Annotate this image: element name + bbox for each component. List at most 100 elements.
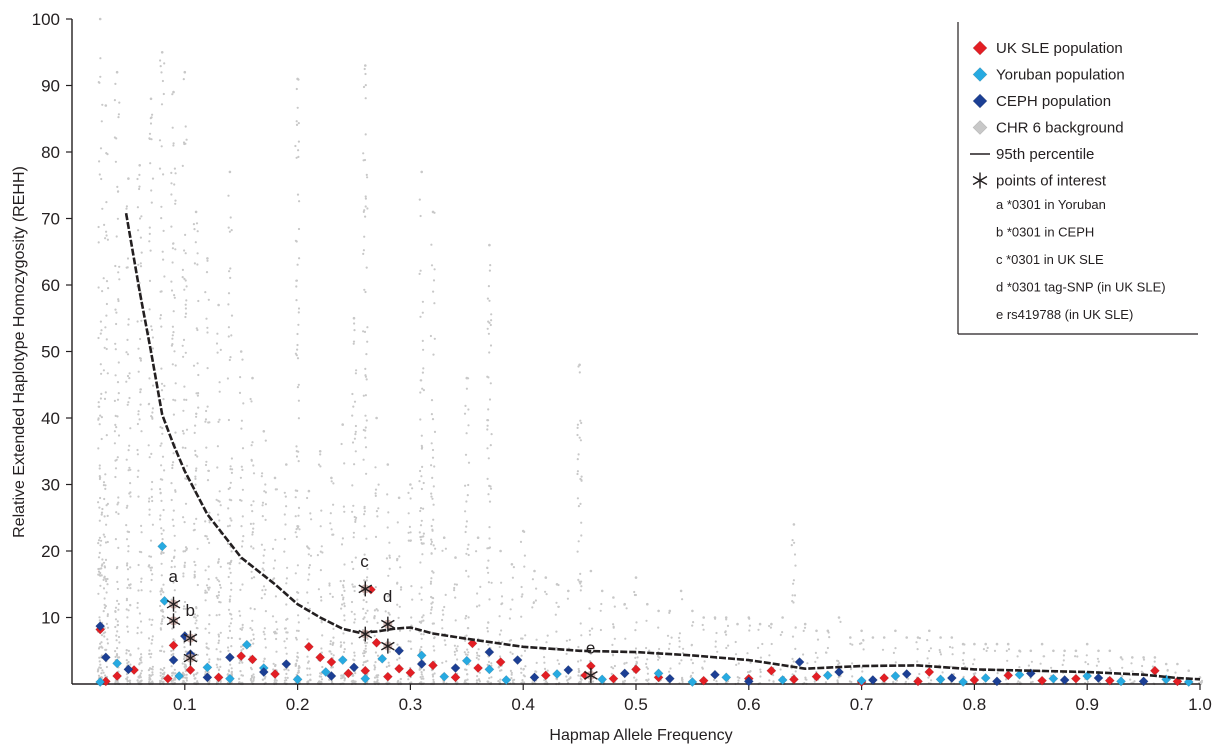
background-point xyxy=(174,382,177,385)
background-point xyxy=(206,405,209,408)
background-point xyxy=(836,679,839,682)
background-point xyxy=(681,598,684,601)
background-point xyxy=(161,645,164,648)
background-point xyxy=(194,616,197,619)
background-point xyxy=(127,609,130,612)
background-point xyxy=(172,524,175,528)
background-point xyxy=(140,430,143,433)
background-point xyxy=(951,653,954,656)
background-point xyxy=(1096,657,1099,660)
background-point xyxy=(487,559,490,562)
background-point xyxy=(264,588,267,592)
background-point xyxy=(114,655,117,659)
background-point xyxy=(613,637,616,640)
background-point xyxy=(567,589,570,593)
background-point xyxy=(125,659,128,662)
background-point xyxy=(115,426,118,429)
background-point xyxy=(681,680,684,684)
percentile-95-line xyxy=(124,212,1201,681)
uk-sle-population-point xyxy=(405,667,416,678)
background-point xyxy=(195,222,199,225)
background-point xyxy=(804,678,807,681)
background-point xyxy=(117,546,120,550)
background-point xyxy=(465,638,468,641)
background-point xyxy=(193,575,196,578)
uk-sle-population-point xyxy=(1149,665,1160,676)
background-point xyxy=(117,271,120,274)
background-point xyxy=(262,561,265,565)
background-point xyxy=(735,663,738,667)
background-point xyxy=(385,557,388,560)
background-point xyxy=(170,566,173,569)
background-point xyxy=(297,149,300,152)
background-point xyxy=(579,582,582,585)
background-point xyxy=(759,668,762,671)
background-point xyxy=(386,463,390,466)
background-point xyxy=(364,446,368,449)
background-point xyxy=(170,182,173,185)
asterisk-icon xyxy=(183,630,198,646)
background-point xyxy=(727,644,730,647)
background-point xyxy=(170,498,173,502)
background-point xyxy=(475,651,479,655)
background-point xyxy=(363,67,366,71)
background-point xyxy=(216,332,219,335)
background-point xyxy=(115,634,118,637)
background-point xyxy=(364,367,367,370)
background-point xyxy=(173,350,176,353)
background-point xyxy=(691,609,694,613)
asterisk-icon xyxy=(358,581,373,597)
background-point xyxy=(197,392,200,395)
yoruban-population-point xyxy=(653,668,664,679)
background-point xyxy=(181,276,184,279)
background-point xyxy=(160,325,163,328)
background-point xyxy=(161,432,164,435)
background-point xyxy=(151,177,155,180)
background-point xyxy=(182,432,185,435)
background-point xyxy=(262,585,266,588)
background-point xyxy=(208,521,211,524)
background-point xyxy=(173,549,176,552)
background-point xyxy=(388,613,391,616)
background-point xyxy=(204,420,207,423)
background-point xyxy=(690,674,693,677)
background-point xyxy=(467,651,470,654)
background-point xyxy=(184,351,187,354)
background-point xyxy=(217,635,221,638)
background-point xyxy=(171,466,174,470)
background-point xyxy=(396,521,399,524)
background-point xyxy=(772,680,775,683)
ceph-population-point xyxy=(619,668,630,679)
background-point xyxy=(577,660,580,663)
background-point xyxy=(116,630,119,633)
background-point xyxy=(444,643,447,647)
population-series xyxy=(95,541,1194,688)
background-point xyxy=(192,223,195,226)
percentile-line-group xyxy=(124,212,1201,681)
background-point xyxy=(204,418,208,421)
background-point xyxy=(759,656,763,659)
background-point xyxy=(250,459,253,462)
background-point xyxy=(196,263,199,266)
background-point xyxy=(159,317,162,320)
background-point xyxy=(478,678,481,682)
background-point xyxy=(374,494,377,497)
background-point xyxy=(365,378,368,381)
background-point xyxy=(351,392,354,396)
background-point xyxy=(520,637,523,640)
background-point xyxy=(136,206,139,209)
background-point xyxy=(193,262,196,265)
background-point xyxy=(565,639,569,642)
background-point xyxy=(779,633,782,637)
background-point xyxy=(422,669,425,672)
background-point xyxy=(103,497,106,501)
background-point xyxy=(422,507,425,510)
background-point xyxy=(939,651,942,654)
background-point xyxy=(374,488,378,491)
background-point xyxy=(262,430,266,433)
background-point xyxy=(137,410,140,413)
background-point xyxy=(579,589,582,592)
background-point xyxy=(261,504,264,507)
background-point xyxy=(139,620,143,623)
ceph-population-point xyxy=(867,674,878,686)
